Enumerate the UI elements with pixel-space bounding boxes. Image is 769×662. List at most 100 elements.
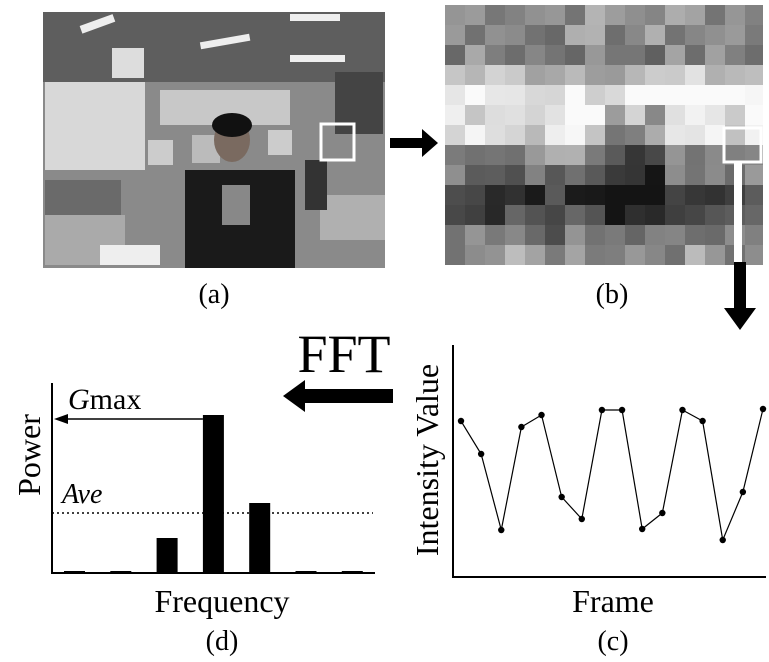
pixel [665, 65, 685, 85]
pixel [685, 245, 705, 265]
pixel [745, 245, 763, 265]
pixel [525, 145, 545, 165]
pixel [505, 205, 525, 225]
pixel [605, 145, 625, 165]
pixel [625, 65, 645, 85]
pixel [685, 25, 705, 45]
pixel [625, 245, 645, 265]
bar [341, 571, 363, 573]
pixel [725, 145, 745, 165]
pixel [505, 245, 525, 265]
axis-label: Frame [572, 583, 654, 619]
pixel [585, 65, 605, 85]
arrow [390, 129, 438, 157]
pixel [465, 225, 485, 245]
pixel [545, 205, 565, 225]
pixel [685, 85, 705, 105]
pixel [445, 65, 465, 85]
pixel [465, 65, 485, 85]
pixel [605, 85, 625, 105]
pixel [645, 105, 665, 125]
pixel [645, 185, 665, 205]
caption: (c) [597, 626, 628, 657]
pixel [465, 185, 485, 205]
pixel [565, 65, 585, 85]
pixel [625, 205, 645, 225]
pixel [445, 85, 465, 105]
pixel [685, 145, 705, 165]
bar [202, 415, 224, 573]
pixel [545, 25, 565, 45]
pixel [665, 185, 685, 205]
pixel [505, 145, 525, 165]
pixel [565, 125, 585, 145]
pixel [585, 165, 605, 185]
pixel [485, 245, 505, 265]
pixel [725, 45, 745, 65]
pixel [645, 85, 665, 105]
pixel [445, 105, 465, 125]
pixel [745, 65, 763, 85]
pixel [745, 145, 763, 165]
pixel [645, 45, 665, 65]
pixel [665, 45, 685, 65]
pixel [445, 145, 465, 165]
pixel [485, 45, 505, 65]
pixel [585, 185, 605, 205]
pixel [625, 225, 645, 245]
fft-label: FFT [297, 324, 390, 384]
pixel [605, 205, 625, 225]
pixel [605, 25, 625, 45]
pixel [485, 25, 505, 45]
pixel [745, 165, 763, 185]
max-label-text: max [90, 383, 142, 416]
pixel [725, 85, 745, 105]
pixel [725, 105, 745, 125]
pixel [485, 225, 505, 245]
pixel [565, 25, 585, 45]
signal-point [659, 509, 666, 517]
pixel [645, 205, 665, 225]
pixel [605, 45, 625, 65]
pixel [525, 165, 545, 185]
pixel [485, 85, 505, 105]
pixel-grid [445, 5, 763, 265]
pixel [705, 185, 725, 205]
pixel [545, 245, 565, 265]
pixel [705, 225, 725, 245]
pixel [605, 65, 625, 85]
pixel [565, 85, 585, 105]
pixel [525, 245, 545, 265]
pixel [505, 225, 525, 245]
pixel [605, 185, 625, 205]
signal-line [460, 408, 764, 543]
signal-point [558, 493, 565, 501]
pixel [545, 45, 565, 65]
pixel [565, 145, 585, 165]
pixel [565, 165, 585, 185]
pixel [605, 245, 625, 265]
pixel [465, 25, 485, 45]
pixel [545, 5, 565, 25]
pixel [745, 205, 763, 225]
pixel [585, 145, 605, 165]
signal-point [518, 423, 525, 431]
pixel [585, 125, 605, 145]
signal-point [679, 406, 686, 414]
pixel [645, 5, 665, 25]
pixel [585, 225, 605, 245]
pixel [525, 5, 545, 25]
pixel [445, 205, 465, 225]
pixel [525, 25, 545, 45]
pixel [645, 165, 665, 185]
pixel [565, 5, 585, 25]
pixel [485, 205, 505, 225]
signal-point [618, 406, 626, 414]
pixel [705, 145, 725, 165]
signal-point [598, 406, 606, 414]
pixel [685, 225, 705, 245]
pixel [505, 25, 525, 45]
pixel [525, 185, 545, 205]
pixel [585, 25, 605, 45]
